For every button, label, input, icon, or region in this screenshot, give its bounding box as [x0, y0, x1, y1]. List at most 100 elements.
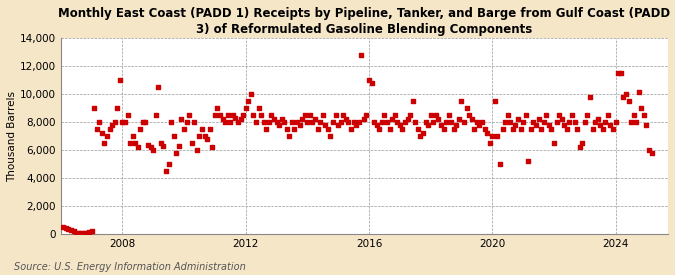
Point: [125, 141, 136, 145]
Point: [207, 145, 218, 150]
Point: [510, 123, 521, 127]
Point: [405, 113, 416, 117]
Point: [381, 120, 392, 125]
Point: [142, 142, 153, 147]
Point: [616, 71, 626, 76]
Point: [91, 127, 102, 131]
Point: [520, 113, 531, 117]
Point: [68, 229, 79, 233]
Point: [546, 127, 557, 131]
Point: [418, 131, 429, 136]
Point: [495, 162, 506, 166]
Point: [292, 120, 302, 125]
Point: [533, 117, 544, 122]
Point: [443, 113, 454, 117]
Point: [505, 120, 516, 125]
Point: [572, 127, 583, 131]
Point: [369, 120, 379, 125]
Point: [235, 117, 246, 122]
Point: [466, 117, 477, 122]
Point: [497, 127, 508, 131]
Point: [338, 113, 349, 117]
Point: [348, 120, 359, 125]
Point: [140, 120, 151, 125]
Point: [176, 117, 187, 122]
Point: [377, 120, 387, 125]
Point: [302, 120, 313, 125]
Point: [323, 127, 333, 131]
Point: [114, 78, 125, 82]
Point: [194, 134, 205, 138]
Point: [151, 113, 161, 117]
Point: [109, 120, 120, 125]
Point: [273, 123, 284, 127]
Point: [358, 117, 369, 122]
Point: [582, 113, 593, 117]
Point: [585, 95, 595, 99]
Point: [620, 92, 631, 97]
Point: [366, 81, 377, 85]
Point: [431, 113, 441, 117]
Point: [646, 151, 657, 155]
Point: [574, 145, 585, 150]
Point: [307, 120, 318, 125]
Point: [554, 113, 564, 117]
Point: [222, 113, 233, 117]
Point: [97, 131, 107, 136]
Point: [636, 106, 647, 111]
Point: [276, 117, 287, 122]
Point: [335, 120, 346, 125]
Point: [227, 113, 238, 117]
Point: [525, 127, 536, 131]
Point: [259, 120, 269, 125]
Point: [238, 113, 248, 117]
Point: [284, 134, 295, 138]
Point: [371, 123, 382, 127]
Point: [441, 120, 452, 125]
Point: [192, 148, 202, 152]
Point: [410, 120, 421, 125]
Point: [166, 120, 177, 125]
Point: [446, 120, 456, 125]
Point: [76, 231, 86, 235]
Point: [266, 113, 277, 117]
Point: [101, 134, 112, 138]
Point: [130, 141, 140, 145]
Point: [482, 131, 493, 136]
Point: [608, 127, 618, 131]
Point: [343, 120, 354, 125]
Point: [171, 151, 182, 155]
Point: [600, 120, 611, 125]
Point: [587, 127, 598, 131]
Point: [294, 123, 305, 127]
Point: [132, 145, 143, 150]
Point: [209, 113, 220, 117]
Point: [474, 123, 485, 127]
Point: [485, 141, 495, 145]
Point: [384, 127, 395, 131]
Point: [579, 120, 590, 125]
Point: [327, 120, 338, 125]
Point: [458, 120, 469, 125]
Point: [477, 120, 487, 125]
Point: [117, 120, 128, 125]
Point: [356, 53, 367, 57]
Point: [88, 106, 99, 111]
Point: [161, 169, 171, 173]
Point: [528, 120, 539, 125]
Point: [81, 230, 92, 235]
Point: [562, 127, 572, 131]
Point: [84, 230, 95, 234]
Point: [508, 127, 518, 131]
Point: [233, 120, 244, 125]
Point: [590, 120, 601, 125]
Point: [346, 127, 356, 131]
Point: [402, 117, 413, 122]
Point: [536, 127, 547, 131]
Point: [389, 113, 400, 117]
Point: [325, 134, 336, 138]
Point: [107, 123, 117, 127]
Point: [644, 148, 655, 152]
Point: [300, 113, 310, 117]
Point: [215, 113, 225, 117]
